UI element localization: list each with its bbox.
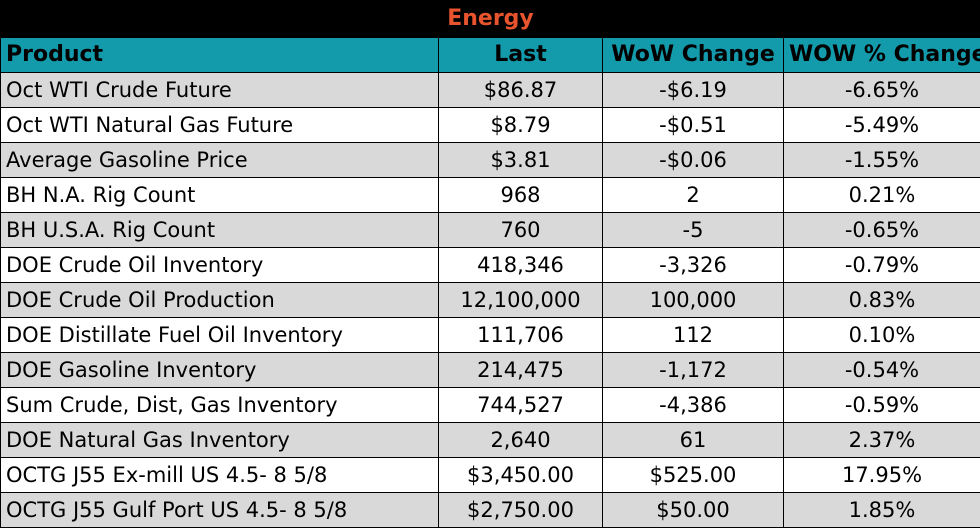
cell-wow-change: 2	[602, 177, 784, 213]
table-row: Oct WTI Natural Gas Future $8.79 -$0.51 …	[0, 107, 980, 143]
cell-product: OCTG J55 Ex-mill US 4.5- 8 5/8	[0, 457, 439, 493]
cell-last: 2,640	[438, 422, 603, 458]
cell-last: $2,750.00	[438, 492, 603, 528]
table-row: BH N.A. Rig Count 968 2 0.21%	[0, 177, 980, 213]
cell-last: $3,450.00	[438, 457, 603, 493]
cell-wow-pct-change: 2.37%	[783, 422, 980, 458]
cell-product: Sum Crude, Dist, Gas Inventory	[0, 387, 439, 423]
cell-last: 418,346	[438, 247, 603, 283]
cell-wow-change: $50.00	[602, 492, 784, 528]
cell-wow-change: -$0.06	[602, 142, 784, 178]
table-row: DOE Crude Oil Inventory 418,346 -3,326 -…	[0, 247, 980, 283]
table-row: Sum Crude, Dist, Gas Inventory 744,527 -…	[0, 387, 980, 423]
cell-wow-change: 61	[602, 422, 784, 458]
table-title-row: Energy	[0, 0, 980, 38]
cell-wow-pct-change: -0.54%	[783, 352, 980, 388]
cell-product: DOE Distillate Fuel Oil Inventory	[0, 317, 439, 353]
table-row: DOE Gasoline Inventory 214,475 -1,172 -0…	[0, 352, 980, 388]
cell-wow-change: -5	[602, 212, 784, 248]
table-row: DOE Crude Oil Production 12,100,000 100,…	[0, 282, 980, 318]
cell-last: 760	[438, 212, 603, 248]
table-row: OCTG J55 Ex-mill US 4.5- 8 5/8 $3,450.00…	[0, 457, 980, 493]
cell-wow-pct-change: 17.95%	[783, 457, 980, 493]
cell-wow-change: -4,386	[602, 387, 784, 423]
table-row: DOE Distillate Fuel Oil Inventory 111,70…	[0, 317, 980, 353]
table-title: Energy	[0, 0, 980, 38]
cell-wow-change: 100,000	[602, 282, 784, 318]
cell-product: DOE Natural Gas Inventory	[0, 422, 439, 458]
cell-wow-pct-change: 1.85%	[783, 492, 980, 528]
cell-product: DOE Gasoline Inventory	[0, 352, 439, 388]
table-body: Oct WTI Crude Future $86.87 -$6.19 -6.65…	[0, 72, 980, 528]
cell-wow-pct-change: 0.83%	[783, 282, 980, 318]
cell-wow-pct-change: -1.55%	[783, 142, 980, 178]
cell-wow-pct-change: 0.10%	[783, 317, 980, 353]
table-row: Oct WTI Crude Future $86.87 -$6.19 -6.65…	[0, 72, 980, 108]
cell-wow-pct-change: -6.65%	[783, 72, 980, 108]
cell-product: DOE Crude Oil Production	[0, 282, 439, 318]
cell-wow-pct-change: -0.59%	[783, 387, 980, 423]
cell-last: 744,527	[438, 387, 603, 423]
cell-last: $8.79	[438, 107, 603, 143]
cell-wow-pct-change: 0.21%	[783, 177, 980, 213]
cell-product: Oct WTI Crude Future	[0, 72, 439, 108]
cell-wow-change: -3,326	[602, 247, 784, 283]
cell-product: BH N.A. Rig Count	[0, 177, 439, 213]
column-header-last: Last	[438, 37, 603, 73]
cell-last: 12,100,000	[438, 282, 603, 318]
cell-product: DOE Crude Oil Inventory	[0, 247, 439, 283]
cell-last: 968	[438, 177, 603, 213]
cell-wow-change: -1,172	[602, 352, 784, 388]
cell-product: OCTG J55 Gulf Port US 4.5- 8 5/8	[0, 492, 439, 528]
table-row: OCTG J55 Gulf Port US 4.5- 8 5/8 $2,750.…	[0, 492, 980, 528]
cell-product: BH U.S.A. Rig Count	[0, 212, 439, 248]
cell-last: $86.87	[438, 72, 603, 108]
column-header-wow-change: WoW Change	[602, 37, 784, 73]
cell-last: $3.81	[438, 142, 603, 178]
cell-wow-change: $525.00	[602, 457, 784, 493]
cell-wow-pct-change: -0.79%	[783, 247, 980, 283]
cell-product: Average Gasoline Price	[0, 142, 439, 178]
cell-wow-change: -$6.19	[602, 72, 784, 108]
table-row: DOE Natural Gas Inventory 2,640 61 2.37%	[0, 422, 980, 458]
table-row: BH U.S.A. Rig Count 760 -5 -0.65%	[0, 212, 980, 248]
cell-last: 111,706	[438, 317, 603, 353]
header-row: Product Last WoW Change WOW % Change	[0, 37, 980, 73]
cell-product: Oct WTI Natural Gas Future	[0, 107, 439, 143]
cell-wow-change: -$0.51	[602, 107, 784, 143]
column-header-wow-pct-change: WOW % Change	[783, 37, 980, 73]
cell-wow-pct-change: -5.49%	[783, 107, 980, 143]
cell-last: 214,475	[438, 352, 603, 388]
cell-wow-change: 112	[602, 317, 784, 353]
table-row: Average Gasoline Price $3.81 -$0.06 -1.5…	[0, 142, 980, 178]
cell-wow-pct-change: -0.65%	[783, 212, 980, 248]
column-header-product: Product	[0, 37, 439, 73]
